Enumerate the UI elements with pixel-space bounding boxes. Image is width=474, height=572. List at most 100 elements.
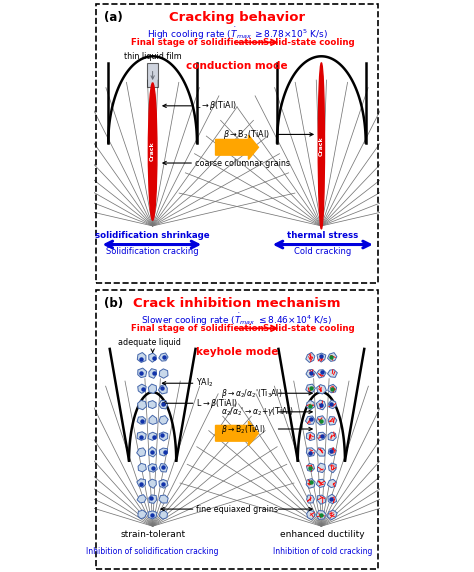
Text: $\beta$$\rightarrow$$\alpha_2$/$\alpha_2$'(Ti$_3$Al): $\beta$$\rightarrow$$\alpha_2$/$\alpha_2… bbox=[221, 387, 283, 400]
Text: Crack: Crack bbox=[319, 136, 324, 156]
Text: (b): (b) bbox=[104, 297, 123, 311]
Text: Crack inhibition mechanism: Crack inhibition mechanism bbox=[133, 297, 341, 310]
Polygon shape bbox=[149, 495, 156, 503]
Text: coarse columnar grains: coarse columnar grains bbox=[195, 158, 290, 168]
Text: (a): (a) bbox=[104, 11, 123, 25]
Text: thermal stress: thermal stress bbox=[287, 232, 358, 240]
Text: Slower cooling rate ($\dot{T}_{max}$ $\leq$8.46$\times$10$^4$ K/s): Slower cooling rate ($\dot{T}_{max}$ $\l… bbox=[141, 312, 333, 328]
Text: adequate liquid: adequate liquid bbox=[118, 339, 181, 348]
Polygon shape bbox=[318, 463, 326, 472]
Polygon shape bbox=[159, 400, 168, 409]
Polygon shape bbox=[305, 416, 315, 424]
Polygon shape bbox=[159, 369, 168, 378]
Polygon shape bbox=[148, 479, 156, 488]
Text: Cold cracking: Cold cracking bbox=[294, 247, 351, 256]
Polygon shape bbox=[137, 352, 146, 363]
Polygon shape bbox=[328, 384, 337, 393]
Polygon shape bbox=[159, 432, 168, 441]
Polygon shape bbox=[148, 464, 157, 472]
Bar bbox=[147, 63, 158, 88]
Polygon shape bbox=[317, 448, 326, 456]
Text: Solidification cracking: Solidification cracking bbox=[106, 247, 199, 256]
Text: $\beta$$\rightarrow$B$_2$(TiAl): $\beta$$\rightarrow$B$_2$(TiAl) bbox=[221, 423, 266, 435]
Text: conduction mode: conduction mode bbox=[186, 61, 288, 71]
Polygon shape bbox=[306, 432, 315, 440]
Polygon shape bbox=[316, 400, 326, 410]
Polygon shape bbox=[159, 479, 168, 488]
Text: Final stage of solidification: Final stage of solidification bbox=[131, 38, 264, 47]
Text: strain-tolerant: strain-tolerant bbox=[120, 530, 185, 539]
Polygon shape bbox=[138, 463, 146, 472]
Text: $\beta$$\rightarrow$B$_2$(TiAl): $\beta$$\rightarrow$B$_2$(TiAl) bbox=[223, 128, 269, 141]
Polygon shape bbox=[328, 416, 337, 425]
Polygon shape bbox=[137, 432, 146, 440]
Text: Final stage of solidification: Final stage of solidification bbox=[131, 324, 264, 333]
Polygon shape bbox=[159, 448, 167, 456]
Polygon shape bbox=[148, 511, 157, 519]
Polygon shape bbox=[148, 432, 157, 440]
Text: Inhibition of solidification cracking: Inhibition of solidification cracking bbox=[86, 547, 219, 556]
Polygon shape bbox=[306, 370, 316, 378]
Polygon shape bbox=[138, 384, 146, 394]
Polygon shape bbox=[149, 415, 157, 424]
Polygon shape bbox=[159, 495, 168, 503]
Polygon shape bbox=[317, 479, 326, 487]
Polygon shape bbox=[148, 447, 156, 457]
Polygon shape bbox=[137, 479, 146, 487]
Text: keyhole mode: keyhole mode bbox=[196, 347, 278, 357]
Polygon shape bbox=[149, 369, 156, 378]
Polygon shape bbox=[328, 400, 336, 408]
Polygon shape bbox=[137, 400, 146, 410]
Polygon shape bbox=[317, 384, 327, 394]
Polygon shape bbox=[328, 463, 336, 473]
Text: High cooling rate ($\dot{T}_{max}$ $\geq$8.78$\times$10$^5$ K/s): High cooling rate ($\dot{T}_{max}$ $\geq… bbox=[146, 26, 328, 42]
Polygon shape bbox=[316, 511, 326, 519]
Polygon shape bbox=[317, 432, 326, 440]
Polygon shape bbox=[159, 416, 168, 424]
Polygon shape bbox=[307, 510, 315, 520]
Text: $\alpha_2$/$\alpha_2$'$\rightarrow$$\alpha_2$+$\gamma$(TiAl): $\alpha_2$/$\alpha_2$'$\rightarrow$$\alp… bbox=[221, 406, 293, 418]
FancyArrow shape bbox=[216, 421, 258, 446]
Text: L$\rightarrow$$\beta$(TiAl): L$\rightarrow$$\beta$(TiAl) bbox=[195, 100, 237, 112]
Polygon shape bbox=[306, 384, 315, 392]
Polygon shape bbox=[149, 353, 156, 362]
Text: Solid-state cooling: Solid-state cooling bbox=[263, 324, 354, 333]
Text: Crack: Crack bbox=[150, 142, 155, 161]
Text: enhanced ductility: enhanced ductility bbox=[281, 530, 365, 539]
Text: L$\rightarrow$$\beta$(TiAl): L$\rightarrow$$\beta$(TiAl) bbox=[196, 397, 238, 410]
Polygon shape bbox=[317, 370, 326, 378]
Polygon shape bbox=[148, 400, 156, 408]
Polygon shape bbox=[306, 448, 315, 456]
Text: fine equiaxed grains: fine equiaxed grains bbox=[196, 505, 278, 514]
Polygon shape bbox=[148, 384, 156, 394]
Polygon shape bbox=[317, 353, 326, 362]
Text: Solid-state cooling: Solid-state cooling bbox=[263, 38, 354, 47]
Polygon shape bbox=[316, 416, 325, 425]
Polygon shape bbox=[317, 495, 326, 505]
Polygon shape bbox=[137, 448, 146, 456]
Polygon shape bbox=[138, 510, 147, 519]
Polygon shape bbox=[327, 479, 337, 487]
Polygon shape bbox=[159, 463, 167, 472]
Polygon shape bbox=[328, 510, 337, 520]
Polygon shape bbox=[137, 495, 146, 503]
Ellipse shape bbox=[148, 83, 157, 220]
Polygon shape bbox=[137, 416, 146, 424]
Polygon shape bbox=[307, 495, 314, 503]
Polygon shape bbox=[158, 384, 167, 394]
Polygon shape bbox=[138, 368, 146, 378]
FancyArrow shape bbox=[216, 135, 258, 160]
Polygon shape bbox=[307, 400, 315, 410]
Polygon shape bbox=[307, 463, 315, 471]
Text: Inhibition of cold cracking: Inhibition of cold cracking bbox=[273, 547, 373, 556]
Polygon shape bbox=[159, 510, 167, 519]
Text: solidification shrinkage: solidification shrinkage bbox=[95, 232, 210, 240]
Polygon shape bbox=[328, 352, 337, 362]
Polygon shape bbox=[306, 479, 315, 488]
Text: thin liquid film: thin liquid film bbox=[124, 53, 182, 62]
Polygon shape bbox=[328, 494, 337, 503]
Polygon shape bbox=[328, 432, 336, 440]
Polygon shape bbox=[306, 352, 315, 363]
Ellipse shape bbox=[318, 63, 325, 229]
Polygon shape bbox=[159, 353, 168, 361]
